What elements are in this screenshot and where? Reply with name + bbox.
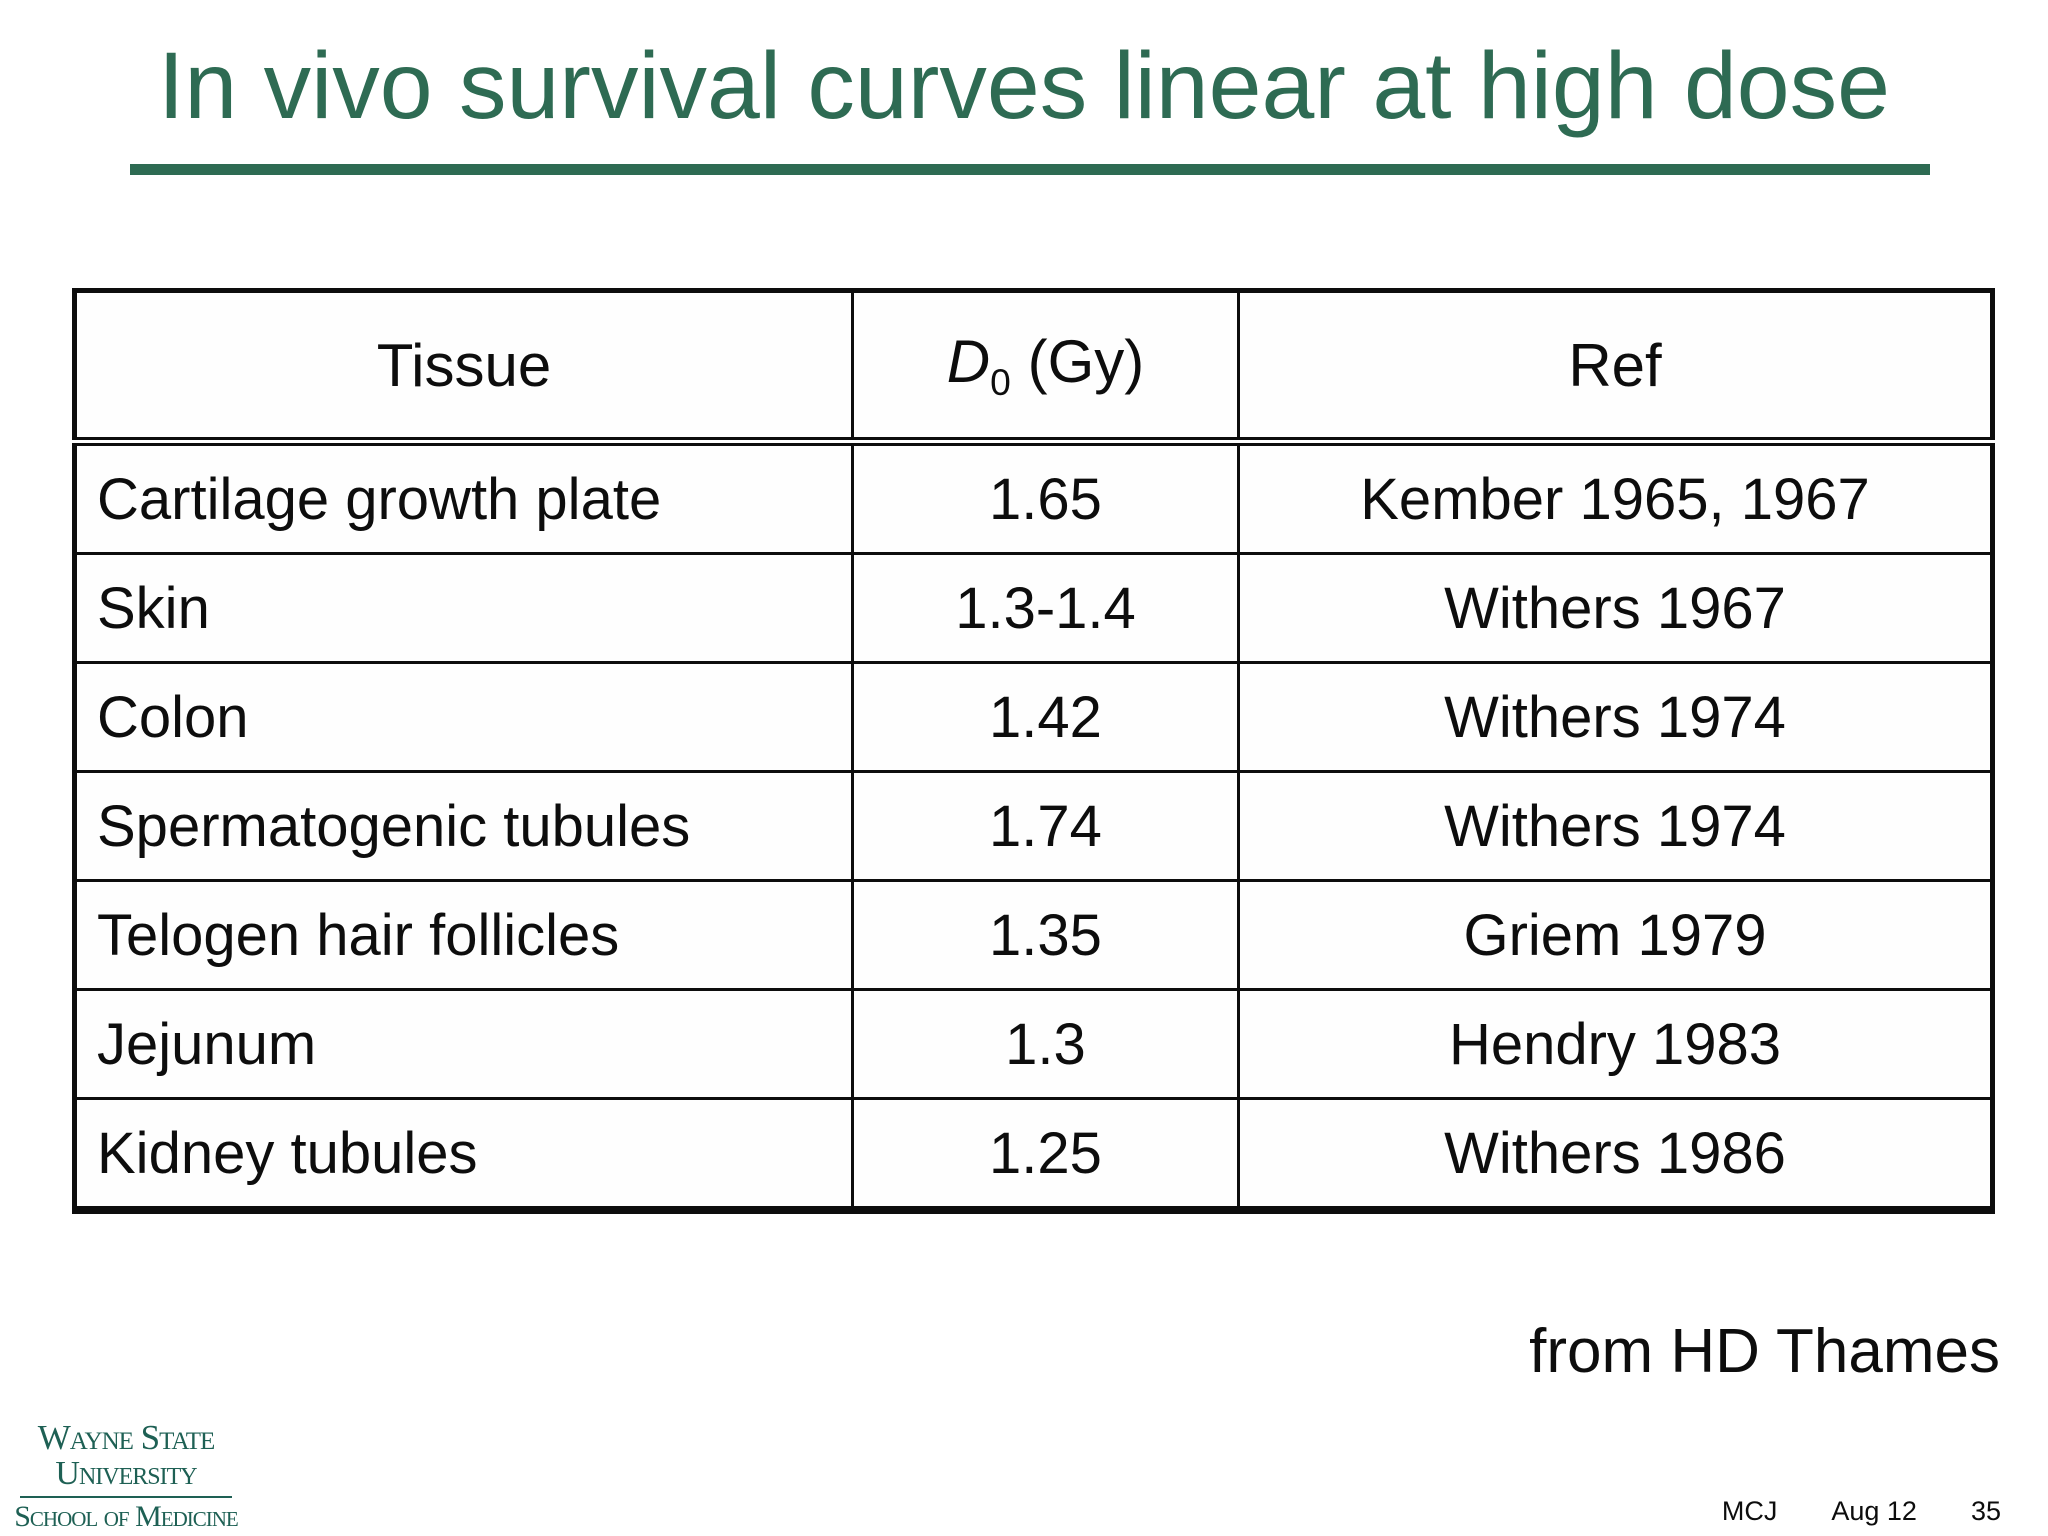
table-row: Skin 1.3-1.4 Withers 1967 (73, 552, 1994, 664)
table-row: Telogen hair follicles 1.35 Griem 1979 (73, 879, 1994, 991)
column-header-tissue: Tissue (73, 289, 854, 446)
cell-ref: Withers 1967 (1237, 552, 1994, 664)
cell-d0: 1.42 (851, 661, 1240, 773)
table-body: Cartilage growth plate 1.65 Kember 1965, 1… (73, 440, 1994, 1212)
d0-symbol: D (946, 327, 991, 395)
cell-d0: 1.3 (851, 988, 1240, 1100)
table-row: Jejunum 1.3 Hendry 1983 (73, 988, 1994, 1100)
cell-ref: Withers 1986 (1237, 1097, 1994, 1212)
cell-d0: 1.65 (851, 440, 1240, 555)
wayne-state-logo: Wayne State University School of Medicin… (14, 1418, 239, 1533)
slide-footer: MCJ Aug 12 35 (1722, 1496, 2001, 1527)
d0-subscript: 0 (990, 360, 1011, 403)
title-underline (130, 164, 1930, 175)
logo-divider-rule (20, 1496, 232, 1498)
cell-tissue: Cartilage growth plate (73, 440, 854, 555)
cell-ref: Hendry 1983 (1237, 988, 1994, 1100)
footer-page-number: 35 (1970, 1496, 2001, 1526)
cell-tissue: Jejunum (73, 988, 854, 1100)
logo-school-of-medicine: School of Medicine (14, 1500, 239, 1533)
table-header-row: Tissue D0 (Gy) Ref (73, 289, 1994, 446)
cell-ref: Kember 1965, 1967 (1237, 440, 1994, 555)
cell-tissue: Colon (73, 661, 854, 773)
cell-tissue: Telogen hair follicles (73, 879, 854, 991)
logo-wayne-state: Wayne State (37, 1418, 215, 1457)
table-header: Tissue D0 (Gy) Ref (73, 289, 1994, 446)
footer-initials: MCJ (1721, 1496, 1778, 1526)
cell-ref: Griem 1979 (1237, 879, 1994, 991)
cell-tissue: Kidney tubules (73, 1097, 854, 1212)
survival-data-table: Tissue D0 (Gy) Ref Cartilage growth plate… (72, 288, 1995, 1214)
cell-d0: 1.74 (851, 770, 1240, 882)
logo-university: University (55, 1455, 197, 1492)
cell-d0: 1.25 (851, 1097, 1240, 1212)
attribution-text: from HD Thames (1529, 1317, 2000, 1386)
footer-date: Aug 12 (1831, 1496, 1917, 1526)
cell-ref: Withers 1974 (1237, 770, 1994, 882)
cell-d0: 1.35 (851, 879, 1240, 991)
column-header-d0: D0 (Gy) (851, 289, 1240, 446)
table-row: Colon 1.42 Withers 1974 (73, 661, 1994, 773)
cell-ref: Withers 1974 (1237, 661, 1994, 773)
page-title: In vivo survival curves linear at high d… (158, 33, 1890, 139)
cell-tissue: Spermatogenic tubules (73, 770, 854, 882)
table-row: Spermatogenic tubules 1.74 Withers 1974 (73, 770, 1994, 882)
d0-unit: (Gy) (1027, 327, 1145, 395)
table-row: Kidney tubules 1.25 Withers 1986 (73, 1097, 1994, 1212)
cell-d0: 1.3-1.4 (851, 552, 1240, 664)
column-header-ref: Ref (1237, 289, 1994, 446)
table-row: Cartilage growth plate 1.65 Kember 1965, 1… (73, 440, 1994, 555)
cell-tissue: Skin (73, 552, 854, 664)
